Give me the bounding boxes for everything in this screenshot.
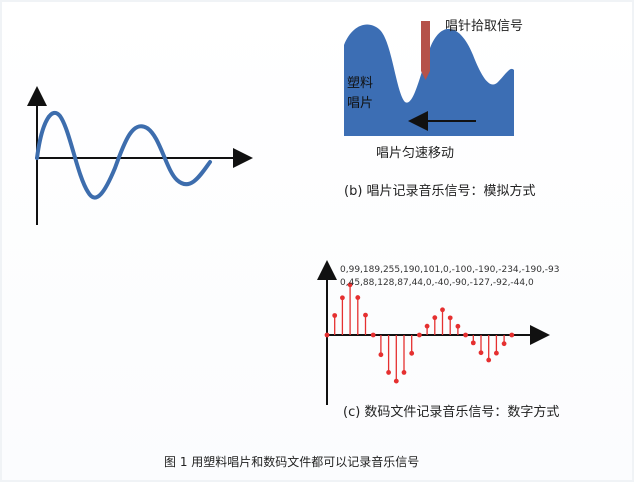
digital-stem-point bbox=[509, 332, 515, 338]
needle bbox=[421, 21, 430, 71]
plastic-label-line2: 唱片 bbox=[347, 96, 373, 111]
digital-stem-point bbox=[424, 323, 430, 329]
digital-stem-point bbox=[440, 307, 445, 313]
digital-stem-point bbox=[355, 295, 361, 300]
digital-stem-point bbox=[470, 340, 476, 346]
digital-stem-point bbox=[417, 332, 422, 338]
digital-values-line1: 0,99,189,255,190,101,0,-100,-190,-234,-1… bbox=[340, 265, 560, 275]
record-groove-diagram: 唱针拾取信号 塑料 唱片 唱片匀速移动 (b) 唱片记录音乐信号：模拟方式 bbox=[344, 19, 536, 199]
digital-stem-point bbox=[486, 357, 492, 363]
digital-stem-point bbox=[501, 341, 507, 347]
analog-wave-plot bbox=[27, 86, 253, 225]
digital-stem-point bbox=[324, 332, 330, 338]
digital-stem-point bbox=[401, 370, 407, 375]
digital-stem-point bbox=[455, 323, 461, 329]
digital-stem-point bbox=[340, 295, 345, 301]
needle-label: 唱针拾取信号 bbox=[445, 19, 523, 34]
digital-sample-plot: 0,99,189,255,190,101,0,-100,-190,-234,-1… bbox=[317, 260, 560, 420]
motion-label: 唱片匀速移动 bbox=[376, 146, 454, 161]
analog-caption: (b) 唱片记录音乐信号：模拟方式 bbox=[344, 183, 536, 199]
digital-stem-point bbox=[478, 350, 484, 356]
digital-stem-point bbox=[370, 332, 376, 338]
digital-stem-point bbox=[409, 350, 415, 356]
digital-values-line2: 0,45,88,128,87,44,0,-40,-90,-127,-92,-44… bbox=[340, 278, 534, 288]
digital-stem-point bbox=[363, 312, 368, 318]
analog-wave-curve bbox=[35, 110, 212, 200]
digital-stem-point bbox=[494, 350, 499, 356]
digital-stem-point bbox=[463, 332, 468, 338]
digital-stem-point bbox=[378, 352, 384, 358]
groove-profile bbox=[344, 24, 514, 136]
digital-stem-point bbox=[393, 378, 399, 384]
plastic-label-line1: 塑料 bbox=[347, 76, 373, 91]
digital-stem-point bbox=[332, 313, 338, 318]
digital-stems bbox=[324, 282, 515, 384]
digital-stem-point bbox=[386, 370, 391, 375]
digital-stem-point bbox=[347, 282, 353, 288]
figure-caption: 图 1 用塑料唱片和数码文件都可以记录音乐信号 bbox=[164, 454, 419, 469]
digital-stem-point bbox=[447, 315, 453, 321]
digital-caption: (c) 数码文件记录音乐信号：数字方式 bbox=[343, 404, 559, 420]
digital-stem-point bbox=[432, 315, 438, 321]
needle-tip bbox=[421, 71, 430, 80]
